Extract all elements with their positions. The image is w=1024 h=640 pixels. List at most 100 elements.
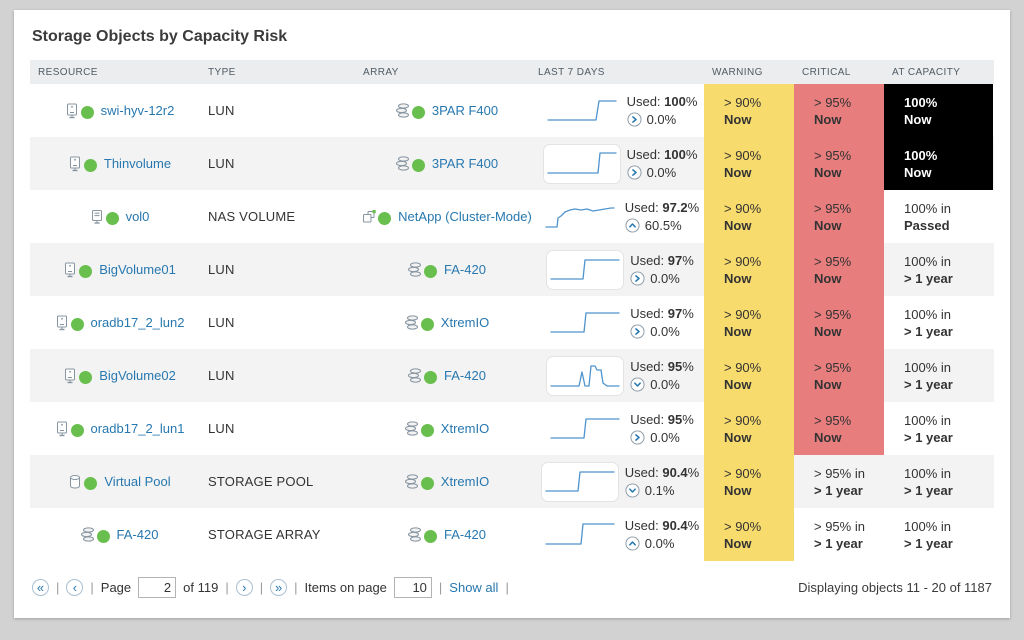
resource-link[interactable]: oradb17_2_lun1 (90, 421, 185, 436)
status-ok-icon (79, 265, 93, 278)
resource-link[interactable]: BigVolume01 (99, 262, 176, 277)
last-7-days-cell: Used: 90.4% 0.1% (530, 455, 704, 508)
resource-link[interactable]: oradb17_2_lun2 (90, 315, 185, 330)
last-page-button[interactable]: » (270, 579, 288, 596)
separator: | (56, 580, 60, 595)
at-capacity-cell-threshold: 100% (904, 147, 938, 163)
array-link[interactable]: XtremIO (440, 315, 490, 330)
separator: | (225, 580, 229, 595)
warning-cell-timeframe: Now (724, 376, 752, 392)
resource-link-cell: oradb17_2_lun1 (30, 402, 200, 455)
resource-link[interactable]: Thinvolume (103, 156, 172, 171)
lun-icon (54, 315, 70, 331)
used-percent-label: Used: 97.2% (624, 200, 700, 215)
warning-cell-timeframe: Now (724, 429, 752, 445)
last-7-days-cell: Used: 97% 0.0% (530, 243, 704, 296)
column-header-array[interactable]: ARRAY (363, 66, 399, 78)
array-icon (80, 526, 96, 543)
next-page-button[interactable]: › (235, 579, 253, 596)
warning-cell-threshold: > 90% (724, 359, 762, 375)
resource-link[interactable]: swi-hyv-12r2 (100, 103, 175, 118)
used-percent-label: Used: 90.4% (624, 518, 700, 533)
critical-cell: > 95% Now (794, 137, 884, 190)
critical-cell-threshold: > 95% (814, 253, 852, 269)
right-trend-icon (627, 165, 642, 180)
resource-link[interactable]: Virtual Pool (104, 474, 171, 489)
critical-cell: > 95% Now (794, 349, 884, 402)
trend-indicator: 0.0% (630, 377, 694, 392)
array-link[interactable]: 3PAR F400 (431, 156, 499, 171)
resource-link-cell: BigVolume01 (30, 243, 200, 296)
column-header-last7days[interactable]: LAST 7 DAYS (538, 66, 605, 78)
array-link[interactable]: FA-420 (444, 262, 486, 277)
at-capacity-cell-timeframe: Now (904, 111, 932, 127)
type-label: LUN (208, 368, 235, 383)
array-link-cell: FA-420 (355, 243, 530, 296)
at-capacity-cell-timeframe: > 1 year (904, 376, 953, 392)
critical-cell-threshold: > 95% in (814, 518, 865, 534)
column-header-warning[interactable]: WARNING (712, 66, 763, 78)
critical-cell-threshold: > 95% (814, 147, 852, 163)
sparkline-chart (540, 461, 619, 502)
critical-cell: > 95% in > 1 year (794, 455, 884, 508)
table-row: BigVolume02 LUN FA-420 Used: 95% 0.0% > 90% No… (30, 349, 994, 402)
up-trend-icon (625, 218, 640, 233)
right-trend-icon (630, 271, 645, 286)
resource-link-cell: swi-hyv-12r2 (30, 84, 200, 137)
sparkline-chart (543, 91, 621, 131)
array-link[interactable]: XtremIO (440, 474, 490, 489)
at-capacity-cell: 100% in > 1 year (884, 243, 993, 296)
status-ok-icon (420, 477, 434, 490)
status-ok-icon (424, 530, 438, 543)
critical-cell-timeframe: Now (814, 217, 842, 233)
resource-link-cell: oradb17_2_lun2 (30, 296, 200, 349)
critical-cell-threshold: > 95% in (814, 465, 865, 481)
at-capacity-cell-timeframe: > 1 year (904, 429, 953, 445)
page-count-label: of 119 (183, 580, 219, 595)
warning-cell: > 90% Now (704, 84, 794, 137)
lun-icon (67, 156, 83, 172)
warning-cell-threshold: > 90% (724, 94, 762, 110)
array-link[interactable]: 3PAR F400 (431, 103, 499, 118)
first-page-button[interactable]: « (32, 579, 49, 596)
prev-page-button[interactable]: ‹ (66, 579, 84, 596)
show-all-link[interactable]: Show all (449, 580, 499, 595)
at-capacity-cell: 100% Now (884, 84, 993, 137)
resource-link[interactable]: FA-420 (116, 527, 159, 542)
items-on-page-input[interactable] (393, 577, 432, 598)
lun-icon (54, 421, 70, 437)
page-number-input[interactable] (138, 577, 177, 598)
resource-link[interactable]: BigVolume02 (99, 368, 176, 383)
separator: | (505, 580, 509, 595)
table-row: swi-hyv-12r2 LUN 3PAR F400 Used: 100% 0.0% > … (30, 84, 994, 137)
array-link[interactable]: XtremIO (440, 421, 490, 436)
trend-value: 0.0% (650, 430, 680, 445)
status-ok-icon (70, 318, 84, 331)
resource-link[interactable]: vol0 (125, 209, 150, 224)
column-header-critical[interactable]: CRITICAL (802, 66, 851, 78)
storage-objects-panel: Storage Objects by Capacity Risk RESOURC… (14, 10, 1010, 618)
array-link[interactable]: FA-420 (444, 368, 486, 383)
column-header-at-capacity[interactable]: AT CAPACITY (892, 66, 961, 78)
array-link[interactable]: FA-420 (444, 527, 486, 542)
warning-cell-threshold: > 90% (724, 518, 762, 534)
status-ok-icon (424, 371, 438, 384)
at-capacity-cell-threshold: 100% (904, 94, 938, 110)
used-percent-label: Used: 90.4% (624, 465, 700, 480)
column-header-resource[interactable]: RESOURCE (38, 66, 98, 78)
last-7-days-cell: Used: 97.2% 60.5% (530, 190, 704, 243)
resource-link-cell: vol0 (30, 190, 200, 243)
at-capacity-cell-timeframe: > 1 year (904, 323, 953, 339)
table-row: vol0 NAS VOLUME NetApp (Cluster-Mode) Used:… (30, 190, 994, 243)
pool-icon (67, 474, 83, 490)
array-link[interactable]: NetApp (Cluster-Mode) (398, 209, 532, 224)
critical-cell-timeframe: > 1 year (814, 535, 863, 551)
at-capacity-cell: 100% Now (884, 137, 993, 190)
array-link-cell: 3PAR F400 (355, 137, 530, 190)
type-label: LUN (208, 156, 235, 171)
table-row: oradb17_2_lun2 LUN XtremIO Used: 97% 0.0% > 9… (30, 296, 994, 349)
warning-cell-threshold: > 90% (724, 412, 762, 428)
warning-cell-threshold: > 90% (724, 306, 762, 322)
at-capacity-cell-threshold: 100% in (904, 200, 951, 216)
column-header-type[interactable]: TYPE (208, 66, 236, 78)
